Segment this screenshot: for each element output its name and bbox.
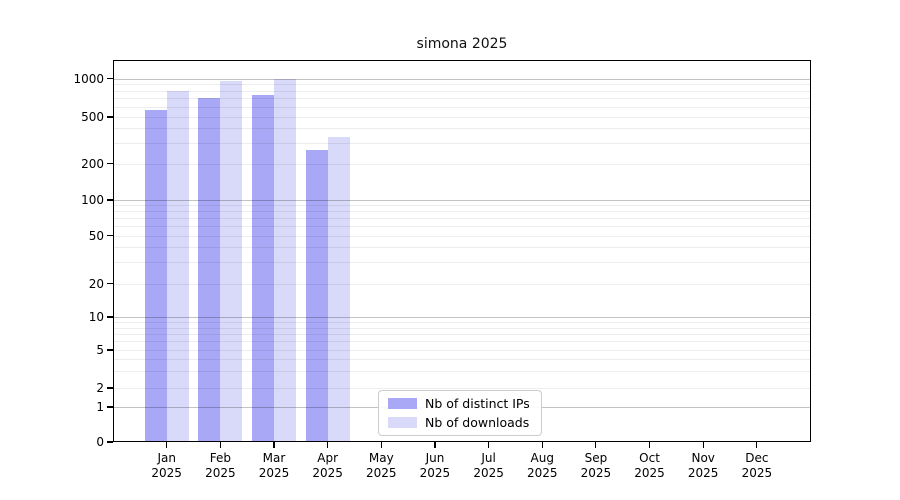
x-tick-label: Oct 2025 [634,451,665,480]
x-axis-tick [219,442,221,448]
gridline-minor [113,371,811,373]
y-tick-label: 1 [96,400,104,414]
x-axis-tick [541,442,543,448]
gridline-minor [113,98,811,100]
gridline-minor [113,350,811,351]
y-axis-tick [107,406,113,408]
gridline-minor [113,106,811,108]
gridline-minor [113,235,811,237]
x-axis-tick [488,442,490,448]
bar-downloads-feb [220,81,243,442]
y-tick-label: 5 [96,343,104,357]
x-tick-label: Feb 2025 [205,451,236,480]
gridline-minor [113,226,811,228]
x-tick-label: Jun 2025 [419,451,451,480]
gridline-minor [113,388,811,389]
gridline-minor [113,247,811,249]
y-axis-tick [107,316,113,318]
plot-area [113,60,811,442]
x-axis-tick [273,442,275,448]
x-tick-label: Jan 2025 [151,451,182,480]
gridline-minor [113,218,811,220]
x-axis-tick [327,442,329,448]
x-axis-tick [380,442,382,448]
y-tick-label: 2 [96,381,104,395]
gridline-minor [113,128,811,130]
bar-distinct-ips-mar [252,95,274,442]
gridline-minor [113,90,811,92]
gridline-major [113,78,811,80]
y-axis-tick [107,162,113,165]
gridline-minor [113,142,811,144]
gridline-minor [113,341,811,343]
x-axis-tick [702,442,704,448]
legend-item-downloads: Nb of downloads [379,414,541,430]
x-tick-label: May 2025 [366,451,397,480]
y-axis-tick [107,387,113,389]
gridline-minor [113,205,811,207]
y-axis-tick [107,199,113,201]
y-tick-label: 20 [88,276,104,291]
y-tick-label: 500 [81,110,104,124]
legend-label-distinct-ips: Nb of distinct IPs [425,395,530,411]
bar-downloads-apr [327,136,350,442]
x-axis-tick [434,442,436,448]
x-tick-label: Sep 2025 [580,451,612,480]
legend-item-distinct-ips: Nb of distinct IPs [379,395,541,411]
y-tick-label: 200 [81,156,104,171]
gridline-minor [113,163,811,165]
y-tick-label: 50 [88,228,104,243]
legend-swatch-distinct-ips [388,398,417,409]
x-tick-label: Dec 2025 [741,451,773,480]
x-axis-tick [756,442,758,448]
y-axis-tick [107,282,113,285]
bar-downloads-jan [166,90,189,442]
chart-title: simona 2025 [416,36,508,52]
y-tick-label: 1000 [73,71,104,86]
x-tick-label: Aug 2025 [526,451,558,480]
x-axis-tick [595,442,597,448]
gridline-minor [113,283,811,285]
y-axis-tick [107,234,113,237]
gridline-minor [113,211,811,213]
y-axis-tick [107,77,113,80]
gridline-minor [113,322,811,324]
gridline-minor [113,262,811,264]
y-tick-label: 10 [88,310,104,324]
x-axis-tick [648,442,651,448]
legend-label-downloads: Nb of downloads [425,414,530,430]
bar-distinct-ips-jan [144,109,167,442]
bar-distinct-ips-apr [305,150,328,442]
gridline-major [113,200,811,201]
y-tick-label: 100 [81,193,104,207]
y-axis-tick [107,349,113,351]
y-axis-tick [107,441,113,443]
x-tick-label: Apr 2025 [312,451,343,480]
y-axis-tick [107,116,113,118]
legend-swatch-downloads [388,417,417,428]
x-axis-tick [166,442,168,448]
legend: Nb of distinct IPs Nb of downloads [378,390,542,436]
y-tick-label: 0 [96,435,104,449]
gridline-major [113,317,811,318]
x-tick-label: Jul 2025 [473,451,504,480]
gridline-minor [113,117,811,118]
gridline-minor [113,327,811,329]
x-tick-label: Mar 2025 [258,451,290,480]
gridline-minor [113,84,811,86]
bar-distinct-ips-feb [198,98,221,442]
bar-downloads-mar [274,78,296,442]
gridline-minor [113,333,811,335]
gridline-minor [113,359,811,361]
x-tick-label: Nov 2025 [687,451,719,480]
